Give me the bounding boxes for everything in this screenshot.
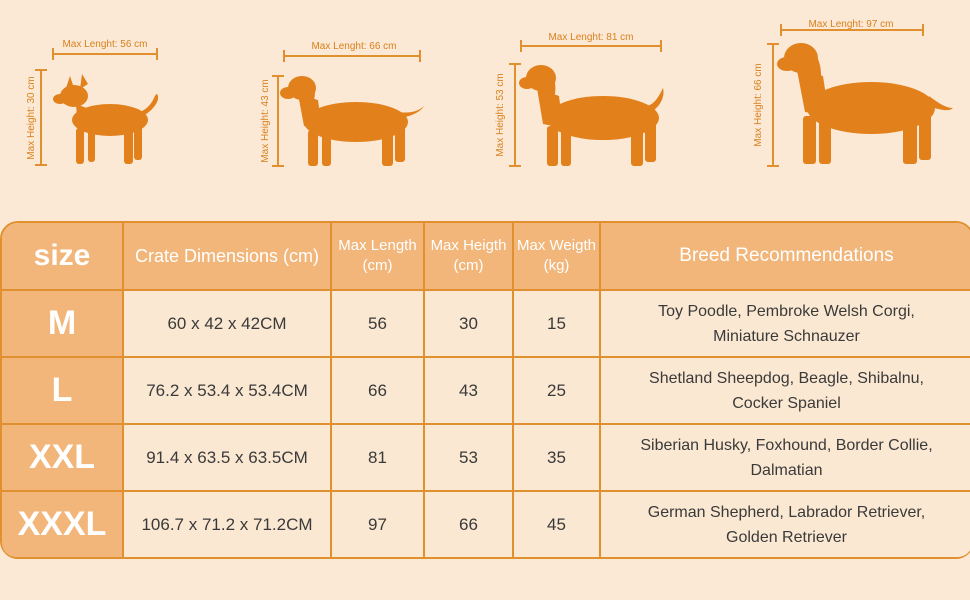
header-max-length-line2: (cm) xyxy=(362,257,393,274)
hound-icon xyxy=(777,43,953,164)
height-label: Max Height: 53 cm xyxy=(495,73,506,156)
table-row: M 60 x 42 x 42CM 56 30 15 Toy Poodle, Pe… xyxy=(2,291,970,358)
max-length-cell: 81 xyxy=(332,425,425,492)
breed-line-1: Shetland Sheepdog, Beagle, Shibalnu, xyxy=(649,369,924,387)
max-length-cell: 97 xyxy=(332,492,425,557)
header-max-length: Max Length (cm) xyxy=(332,223,425,291)
crate-dimensions-cell: 91.4 x 63.5 x 63.5CM xyxy=(124,425,332,492)
max-height-cell: 43 xyxy=(425,358,514,425)
header-max-weight: Max Weigth (kg) xyxy=(514,223,601,291)
header-max-height-line2: (cm) xyxy=(453,257,484,274)
max-length-cell: 56 xyxy=(332,291,425,358)
dog-figure-large: Max Lenght: 81 cm Max Height: 53 cm xyxy=(485,30,675,180)
max-weight-cell: 35 xyxy=(514,425,601,492)
length-label: Max Lenght: 56 cm xyxy=(62,39,147,50)
breed-line-1: Toy Poodle, Pembroke Welsh Corgi, xyxy=(658,302,915,320)
max-height-cell: 66 xyxy=(425,492,514,557)
max-length-cell: 66 xyxy=(332,358,425,425)
breed-recommendation-cell: Toy Poodle, Pembroke Welsh Corgi, Miniat… xyxy=(601,291,970,358)
breed-line-1: Siberian Husky, Foxhound, Border Collie, xyxy=(640,436,933,454)
table-row: XXL 91.4 x 63.5 x 63.5CM 81 53 35 Siberi… xyxy=(2,425,970,492)
header-breed-recommendations: Breed Recommendations xyxy=(601,223,970,291)
breed-line-2: Miniature Schnauzer xyxy=(713,327,860,345)
dog-figure-xlarge: Max Lenght: 97 cm Max Height: 66 cm xyxy=(745,12,960,172)
chihuahua-icon xyxy=(53,74,159,164)
size-cell: XXXL xyxy=(2,492,124,557)
breed-recommendation-cell: German Shepherd, Labrador Retriever, Gol… xyxy=(601,492,970,557)
size-cell: L xyxy=(2,358,124,425)
table-header-row: size Crate Dimensions (cm) Max Length (c… xyxy=(2,223,970,291)
crate-dimensions-cell: 76.2 x 53.4 x 53.4CM xyxy=(124,358,332,425)
table-row: XXXL 106.7 x 71.2 x 71.2CM 97 66 45 Germ… xyxy=(2,492,970,557)
table-row: L 76.2 x 53.4 x 53.4CM 66 43 25 Shetland… xyxy=(2,358,970,425)
max-weight-cell: 15 xyxy=(514,291,601,358)
dog-figure-small: Max Lenght: 56 cm Max Height: 30 cm xyxy=(20,34,170,174)
length-label: Max Lenght: 81 cm xyxy=(548,32,633,43)
breed-recommendation-cell: Siberian Husky, Foxhound, Border Collie,… xyxy=(601,425,970,492)
dog-size-illustrations: Max Lenght: 56 cm Max Height: 30 cm xyxy=(0,0,970,215)
header-max-weight-line1: Max Weigth xyxy=(517,237,596,254)
max-weight-cell: 25 xyxy=(514,358,601,425)
breed-line-2: Golden Retriever xyxy=(726,528,847,546)
height-label: Max Height: 43 cm xyxy=(260,79,271,162)
length-label: Max Lenght: 97 cm xyxy=(808,19,893,30)
height-label: Max Height: 30 cm xyxy=(26,76,37,159)
header-max-height: Max Heigth (cm) xyxy=(425,223,514,291)
header-size: size xyxy=(2,223,124,291)
header-max-height-line1: Max Heigth xyxy=(430,237,507,254)
max-weight-cell: 45 xyxy=(514,492,601,557)
max-height-cell: 30 xyxy=(425,291,514,358)
size-cell: M xyxy=(2,291,124,358)
header-crate-dimensions: Crate Dimensions (cm) xyxy=(124,223,332,291)
header-max-length-line1: Max Length xyxy=(338,237,417,254)
length-label: Max Lenght: 66 cm xyxy=(311,41,396,52)
crate-dimensions-cell: 60 x 42 x 42CM xyxy=(124,291,332,358)
size-chart-table: size Crate Dimensions (cm) Max Length (c… xyxy=(0,221,970,559)
breed-recommendation-cell: Shetland Sheepdog, Beagle, Shibalnu, Coc… xyxy=(601,358,970,425)
dog-figure-medium: Max Lenght: 66 cm Max Height: 43 cm xyxy=(252,38,432,178)
labrador-icon xyxy=(280,76,424,166)
crate-dimensions-cell: 106.7 x 71.2 x 71.2CM xyxy=(124,492,332,557)
breed-line-2: Dalmatian xyxy=(750,461,823,479)
spaniel-icon xyxy=(519,65,664,166)
header-max-weight-line2: (kg) xyxy=(543,257,570,274)
height-label: Max Height: 66 cm xyxy=(753,63,764,146)
max-height-cell: 53 xyxy=(425,425,514,492)
size-cell: XXL xyxy=(2,425,124,492)
breed-line-2: Cocker Spaniel xyxy=(732,394,841,412)
breed-line-1: German Shepherd, Labrador Retriever, xyxy=(647,503,926,521)
